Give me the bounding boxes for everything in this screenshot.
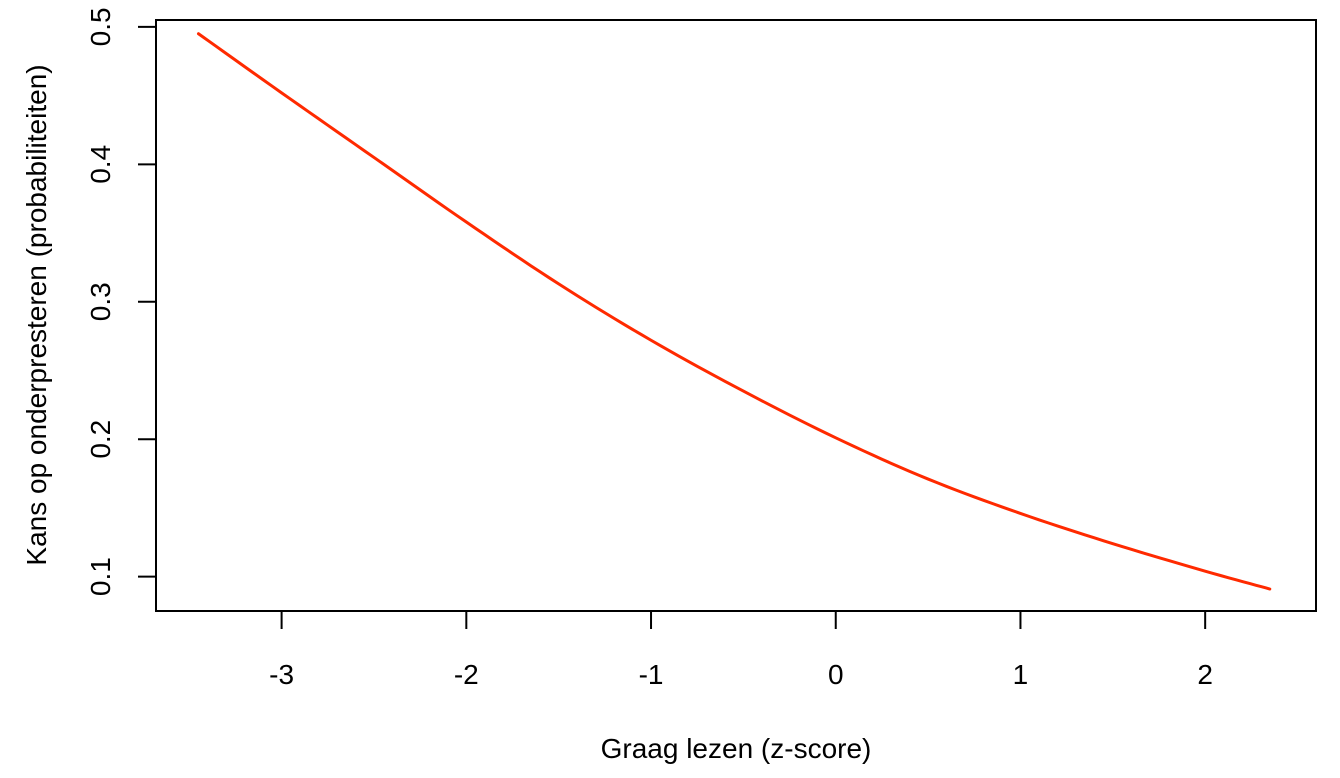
y-tick-label: 0.2 xyxy=(85,420,116,459)
y-tick-label: 0.1 xyxy=(85,557,116,596)
y-axis: 0.1 0.2 0.3 0.4 0.5 xyxy=(85,7,157,596)
x-tick-label: 0 xyxy=(828,659,844,690)
series-line xyxy=(196,32,1272,591)
plot-frame xyxy=(155,19,1317,612)
x-tick-label: -3 xyxy=(269,659,294,690)
y-tick-label: 0.4 xyxy=(85,145,116,184)
y-tick-label: 0.3 xyxy=(85,282,116,321)
x-axis: -3 -2 -1 0 1 2 xyxy=(269,610,1213,690)
x-tick-label: 2 xyxy=(1197,659,1213,690)
y-axis-title: Kans op onderpresteren (probabiliteiten) xyxy=(21,64,52,565)
x-tick-label: -1 xyxy=(639,659,664,690)
y-tick-label: 0.5 xyxy=(85,7,116,46)
x-axis-title: Graag lezen (z-score) xyxy=(601,733,872,764)
x-tick-label: -2 xyxy=(454,659,479,690)
x-tick-label: 1 xyxy=(1013,659,1029,690)
series-layer xyxy=(196,32,1272,591)
